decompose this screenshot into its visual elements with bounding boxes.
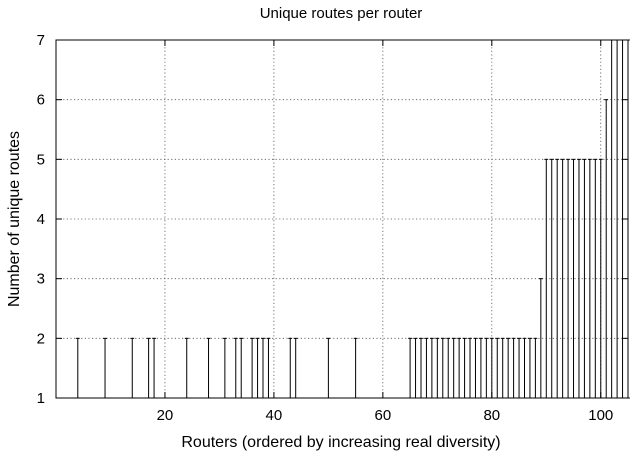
range-bar <box>429 337 434 399</box>
range-bar <box>489 337 494 399</box>
x-axis-title: Routers (ordered by increasing real dive… <box>181 434 500 451</box>
y-tick-label: 4 <box>37 211 45 228</box>
range-bar <box>533 337 538 399</box>
range-bar <box>577 158 581 399</box>
range-bar <box>419 337 423 399</box>
range-bar <box>566 158 570 399</box>
range-bar <box>506 337 511 399</box>
range-bar <box>522 337 527 399</box>
range-bar <box>468 337 472 399</box>
x-tick-label: 40 <box>266 407 283 424</box>
range-bar <box>555 158 560 399</box>
range-bar <box>609 39 614 399</box>
y-tick-label: 1 <box>37 390 45 407</box>
range-bar <box>222 337 227 399</box>
range-bar <box>266 337 271 399</box>
y-tick-label: 5 <box>37 151 45 168</box>
range-bar <box>326 337 331 399</box>
y-tick-label: 3 <box>37 271 45 288</box>
chart-title: Unique routes per router <box>260 5 423 22</box>
range-bar <box>255 337 260 399</box>
axis-ticks: 1 2 3 4 5 6 7 20 40 60 80 100 <box>37 32 628 424</box>
range-bar <box>500 337 505 399</box>
range-bar <box>440 337 445 399</box>
range-bar <box>446 337 451 399</box>
range-bar <box>528 337 532 399</box>
range-bar <box>233 337 238 399</box>
range-bar <box>587 158 592 399</box>
y-axis-title: Number of unique routes <box>6 131 23 307</box>
y-tick-label: 7 <box>37 32 45 49</box>
range-bar <box>353 337 358 399</box>
range-bar <box>462 337 467 399</box>
y-tick-label: 6 <box>37 92 45 109</box>
range-bar <box>184 337 189 399</box>
range-bar <box>457 337 462 399</box>
range-bar <box>473 337 478 399</box>
y-tick-label: 2 <box>37 330 45 347</box>
range-bar <box>239 337 244 399</box>
range-bar <box>206 337 211 399</box>
range-bar <box>250 337 255 399</box>
range-bar <box>435 337 440 399</box>
range-bar <box>517 337 521 399</box>
range-bar <box>75 337 80 399</box>
grid <box>56 40 628 398</box>
range-bar <box>152 337 156 399</box>
range-bar <box>261 337 265 399</box>
range-bar <box>103 337 107 399</box>
range-bar <box>598 158 603 399</box>
range-bar <box>424 337 429 399</box>
range-bar <box>479 337 483 399</box>
range-bar <box>408 337 412 399</box>
range-bar <box>413 337 418 399</box>
x-tick-label: 60 <box>375 407 392 424</box>
x-tick-label: 80 <box>483 407 500 424</box>
range-bar <box>544 158 549 399</box>
plot-frame <box>55 39 629 399</box>
x-tick-label: 100 <box>588 407 613 424</box>
range-bar <box>130 337 135 399</box>
range-bar <box>288 337 293 399</box>
range-bar <box>511 337 516 399</box>
range-bar <box>451 337 456 399</box>
range-bar <box>495 337 500 399</box>
range-bar <box>146 337 151 399</box>
x-tick-label: 20 <box>157 407 174 424</box>
range-bar <box>484 337 489 399</box>
range-bar <box>604 99 609 399</box>
range-bar <box>293 337 298 399</box>
